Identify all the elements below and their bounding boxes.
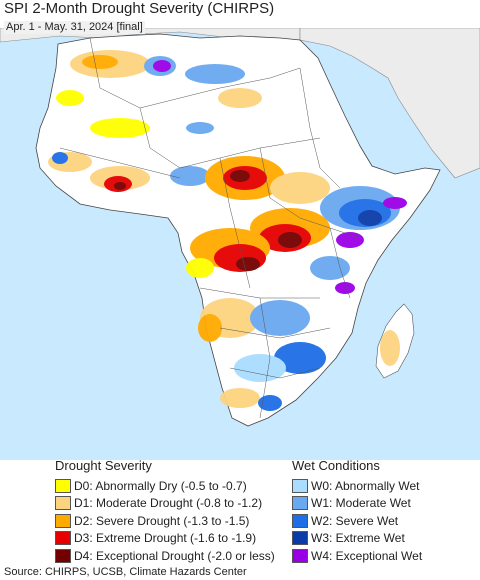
legend-item-d2: D2: Severe Drought (-1.3 to -1.5) — [55, 512, 275, 530]
legend-item-w4: W4: Exceptional Wet — [292, 547, 422, 565]
drought-legend: Drought Severity D0: Abnormally Dry (-0.… — [55, 458, 275, 565]
legend-label: D0: Abnormally Dry (-0.5 to -0.7) — [74, 478, 247, 493]
map-subtitle: Apr. 1 - May. 31, 2024 [final] — [4, 21, 145, 34]
legend-swatch — [55, 478, 71, 493]
legend-item-d3: D3: Extreme Drought (-1.6 to -1.9) — [55, 530, 275, 548]
legend-item-d4: D4: Exceptional Drought (-2.0 or less) — [55, 547, 275, 565]
legend-item-w2: W2: Severe Wet — [292, 512, 422, 530]
legend-label: W3: Extreme Wet — [311, 531, 405, 546]
legend-swatch — [55, 548, 71, 563]
legend-swatch — [292, 478, 308, 493]
legend-swatch — [55, 513, 71, 528]
title-block: SPI 2-Month Drought Severity (CHIRPS) Ap… — [4, 1, 274, 35]
legend-label: D1: Moderate Drought (-0.8 to -1.2) — [74, 496, 263, 511]
legend-item-w0: W0: Abnormally Wet — [292, 477, 422, 495]
country-borders — [59, 37, 361, 419]
legend-label: W1: Moderate Wet — [311, 496, 411, 511]
source-credit: Source: CHIRPS, UCSB, Climate Hazards Ce… — [4, 566, 247, 578]
wet-legend: Wet Conditions W0: Abnormally Wet W1: Mo… — [292, 458, 422, 565]
legend-item-d0: D0: Abnormally Dry (-0.5 to -0.7) — [55, 477, 275, 495]
legend-item-w1: W1: Moderate Wet — [292, 495, 422, 513]
legend-label: W0: Abnormally Wet — [311, 478, 420, 493]
legend-swatch — [55, 531, 71, 546]
legend-swatch — [292, 513, 308, 528]
legend-label: W2: Severe Wet — [311, 513, 399, 528]
legend-item-d1: D1: Moderate Drought (-0.8 to -1.2) — [55, 495, 275, 513]
map-title: SPI 2-Month Drought Severity (CHIRPS) — [4, 0, 275, 17]
africa-drought-map — [0, 28, 480, 460]
legend-item-w3: W3: Extreme Wet — [292, 530, 422, 548]
legend-label: W4: Exceptional Wet — [311, 548, 423, 563]
legend-swatch — [292, 531, 308, 546]
legend-label: D2: Severe Drought (-1.3 to -1.5) — [74, 513, 250, 528]
middle-east-land — [299, 28, 480, 179]
legend-swatch — [292, 548, 308, 563]
wet-legend-title: Wet Conditions — [292, 458, 380, 473]
legend-label: D4: Exceptional Drought (-2.0 or less) — [74, 548, 275, 563]
legend-label: D3: Extreme Drought (-1.6 to -1.9) — [74, 531, 257, 546]
drought-legend-title: Drought Severity — [55, 458, 152, 473]
legend-swatch — [292, 496, 308, 511]
condition-patches — [48, 50, 407, 411]
legend-swatch — [55, 496, 71, 511]
